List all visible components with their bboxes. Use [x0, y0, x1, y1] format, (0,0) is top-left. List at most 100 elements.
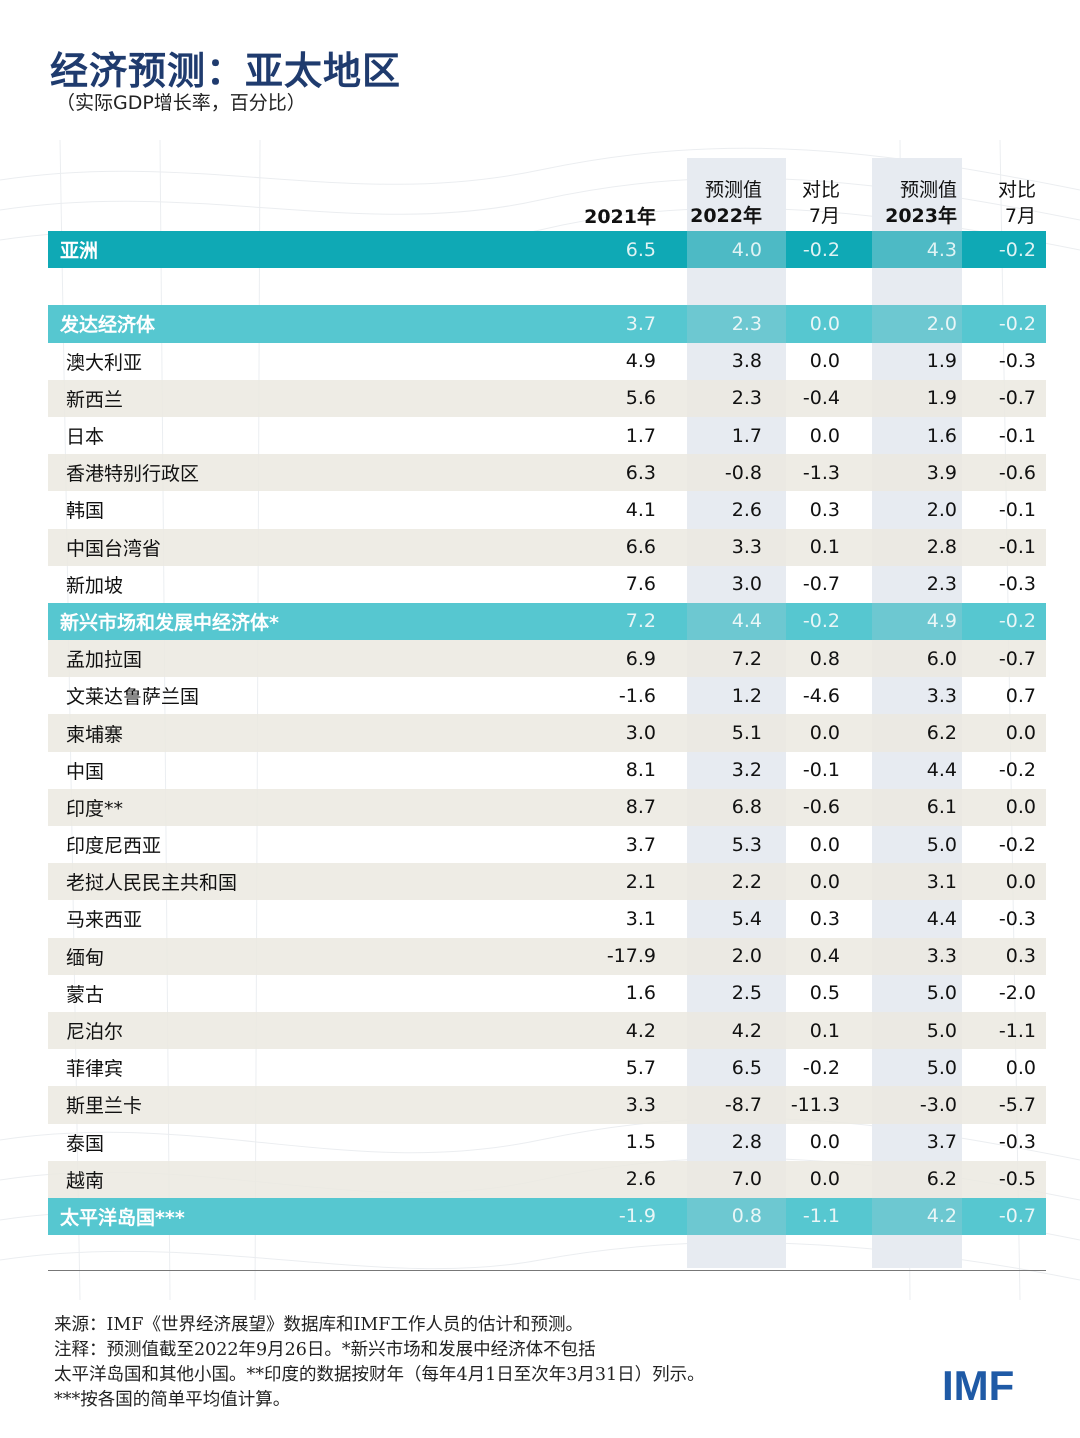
value-cell: 4.3 [926, 238, 957, 261]
value-cell: 0.0 [809, 1131, 840, 1154]
value-cell: 4.1 [625, 498, 656, 521]
value-cell: 6.3 [625, 461, 656, 484]
band-overlay [687, 1197, 786, 1236]
value-cell: 8.7 [625, 796, 656, 819]
value-cell: -1.9 [618, 1205, 656, 1228]
table-row: 孟加拉国 6.9 7.2 0.8 6.0 -0.7 [48, 640, 1046, 678]
row-label: 蒙古 [66, 983, 105, 1006]
value-cell: -0.2 [802, 238, 840, 261]
note-line: ***按各国的简单平均值计算。 [54, 1390, 291, 1410]
value-cell: -1.1 [802, 1205, 840, 1228]
row-label: 文莱达鲁萨兰国 [66, 686, 200, 709]
value-cell: 0.0 [809, 870, 840, 893]
row-label: 尼泊尔 [66, 1021, 124, 1044]
value-cell: 3.0 [731, 573, 762, 596]
value-cell: -0.2 [802, 1056, 840, 1079]
value-cell: 2.8 [926, 536, 957, 559]
row-background [48, 863, 1046, 901]
value-cell: 3.3 [731, 536, 762, 559]
value-cell: -0.5 [998, 1168, 1036, 1191]
value-cell: 1.9 [926, 387, 957, 410]
row-label: 澳大利亚 [66, 351, 143, 374]
header-2023: 预测值 2023年 [885, 179, 957, 227]
table-row: 日本 1.7 1.7 0.0 1.6 -0.1 [48, 417, 1046, 454]
value-cell: -8.7 [724, 1093, 762, 1116]
table-row: 尼泊尔 4.2 4.2 0.1 5.0 -1.1 [48, 1011, 1046, 1050]
row-label: 新兴市场和发展中经济体* [60, 611, 279, 634]
table-row: 马来西亚 3.1 5.4 0.3 4.4 -0.3 [48, 900, 1046, 937]
table-row: 中国台湾省 6.6 3.3 0.1 2.8 -0.1 [48, 528, 1046, 566]
header-2021: 2021年 [584, 206, 656, 228]
value-cell: 6.2 [926, 1168, 957, 1191]
value-cell: 0.0 [809, 1168, 840, 1191]
value-cell: 2.8 [731, 1131, 762, 1154]
imf-logo: IMF [942, 1362, 1015, 1409]
value-cell: 0.1 [809, 536, 840, 559]
table-row: 印度** 8.7 6.8 -0.6 6.1 0.0 [48, 788, 1046, 826]
value-cell: -1.6 [618, 684, 656, 707]
value-cell: -0.3 [998, 573, 1036, 596]
row-background [48, 1011, 1046, 1050]
table-row: 泰国 1.5 2.8 0.0 3.7 -0.3 [48, 1124, 1046, 1161]
row-label: 孟加拉国 [66, 649, 143, 672]
value-cell: 4.4 [731, 610, 762, 633]
value-cell: 5.7 [625, 1056, 656, 1079]
row-label: 中国台湾省 [66, 537, 162, 560]
value-cell: 0.0 [1005, 722, 1036, 745]
value-cell: 2.6 [731, 498, 762, 521]
value-cell: 5.4 [731, 907, 762, 930]
value-cell: 2.3 [926, 573, 957, 596]
value-cell: -0.7 [998, 647, 1036, 670]
value-cell: 0.4 [809, 945, 840, 968]
table-row: 缅甸 -17.9 2.0 0.4 3.3 0.3 [48, 937, 1046, 975]
footer-divider [48, 1270, 1046, 1271]
value-cell: 2.0 [926, 312, 957, 335]
value-cell: 2.3 [731, 312, 762, 335]
value-cell: 2.0 [926, 498, 957, 521]
value-cell: 6.1 [926, 796, 957, 819]
value-cell: 6.5 [625, 238, 656, 261]
value-cell: -0.2 [998, 833, 1036, 856]
value-cell: 0.5 [809, 982, 840, 1005]
table-row: 新西兰 5.6 2.3 -0.4 1.9 -0.7 [48, 379, 1046, 417]
forecast-band-2022 [687, 158, 786, 1268]
forecast-band-2023 [872, 158, 962, 1268]
row-label: 韩国 [66, 500, 105, 523]
row-label: 日本 [66, 426, 105, 449]
row-label: 菲律宾 [66, 1058, 124, 1081]
value-cell: 1.7 [625, 424, 656, 447]
value-cell: -1.3 [802, 461, 840, 484]
band-overlay [872, 231, 962, 269]
value-cell: -0.2 [998, 312, 1036, 335]
value-cell: -17.9 [606, 945, 656, 968]
band-overlay [687, 305, 786, 343]
value-cell: 5.0 [926, 1019, 957, 1042]
value-cell: 3.0 [625, 722, 656, 745]
value-cell: 3.1 [625, 907, 656, 930]
row-label: 印度** [66, 797, 124, 820]
note-line: 来源：IMF《世界经济展望》数据库和IMF工作人员的估计和预测。 [54, 1315, 583, 1335]
value-cell: 0.1 [809, 1019, 840, 1042]
value-cell: 0.0 [809, 312, 840, 335]
table-row: 文莱达鲁萨兰国 -1.6 1.2 -4.6 3.3 0.7 [48, 677, 1046, 714]
value-cell: 4.9 [625, 350, 656, 373]
row-label: 香港特别行政区 [66, 463, 200, 486]
row-label: 缅甸 [66, 946, 105, 969]
table-body: 亚洲 6.5 4.0 -0.2 4.3 -0.2 发达经济体 3.7 2.3 0.0 2.0 -0.2… [48, 231, 1046, 1236]
value-cell: 4.9 [926, 610, 957, 633]
value-cell: 5.3 [731, 833, 762, 856]
row-label: 柬埔寨 [66, 723, 124, 746]
value-cell: 5.0 [926, 982, 957, 1005]
value-cell: 4.2 [926, 1205, 957, 1228]
value-cell: 3.7 [625, 312, 656, 335]
value-cell: 5.0 [926, 1056, 957, 1079]
value-cell: 4.0 [731, 238, 762, 261]
row-label: 马来西亚 [66, 909, 143, 932]
value-cell: -0.8 [724, 461, 762, 484]
row-label: 发达经济体 [60, 314, 156, 337]
value-cell: -0.2 [802, 610, 840, 633]
value-cell: 5.6 [625, 387, 656, 410]
value-cell: 4.2 [731, 1019, 762, 1042]
table-row: 韩国 4.1 2.6 0.3 2.0 -0.1 [48, 491, 1046, 528]
value-cell: 7.6 [625, 573, 656, 596]
